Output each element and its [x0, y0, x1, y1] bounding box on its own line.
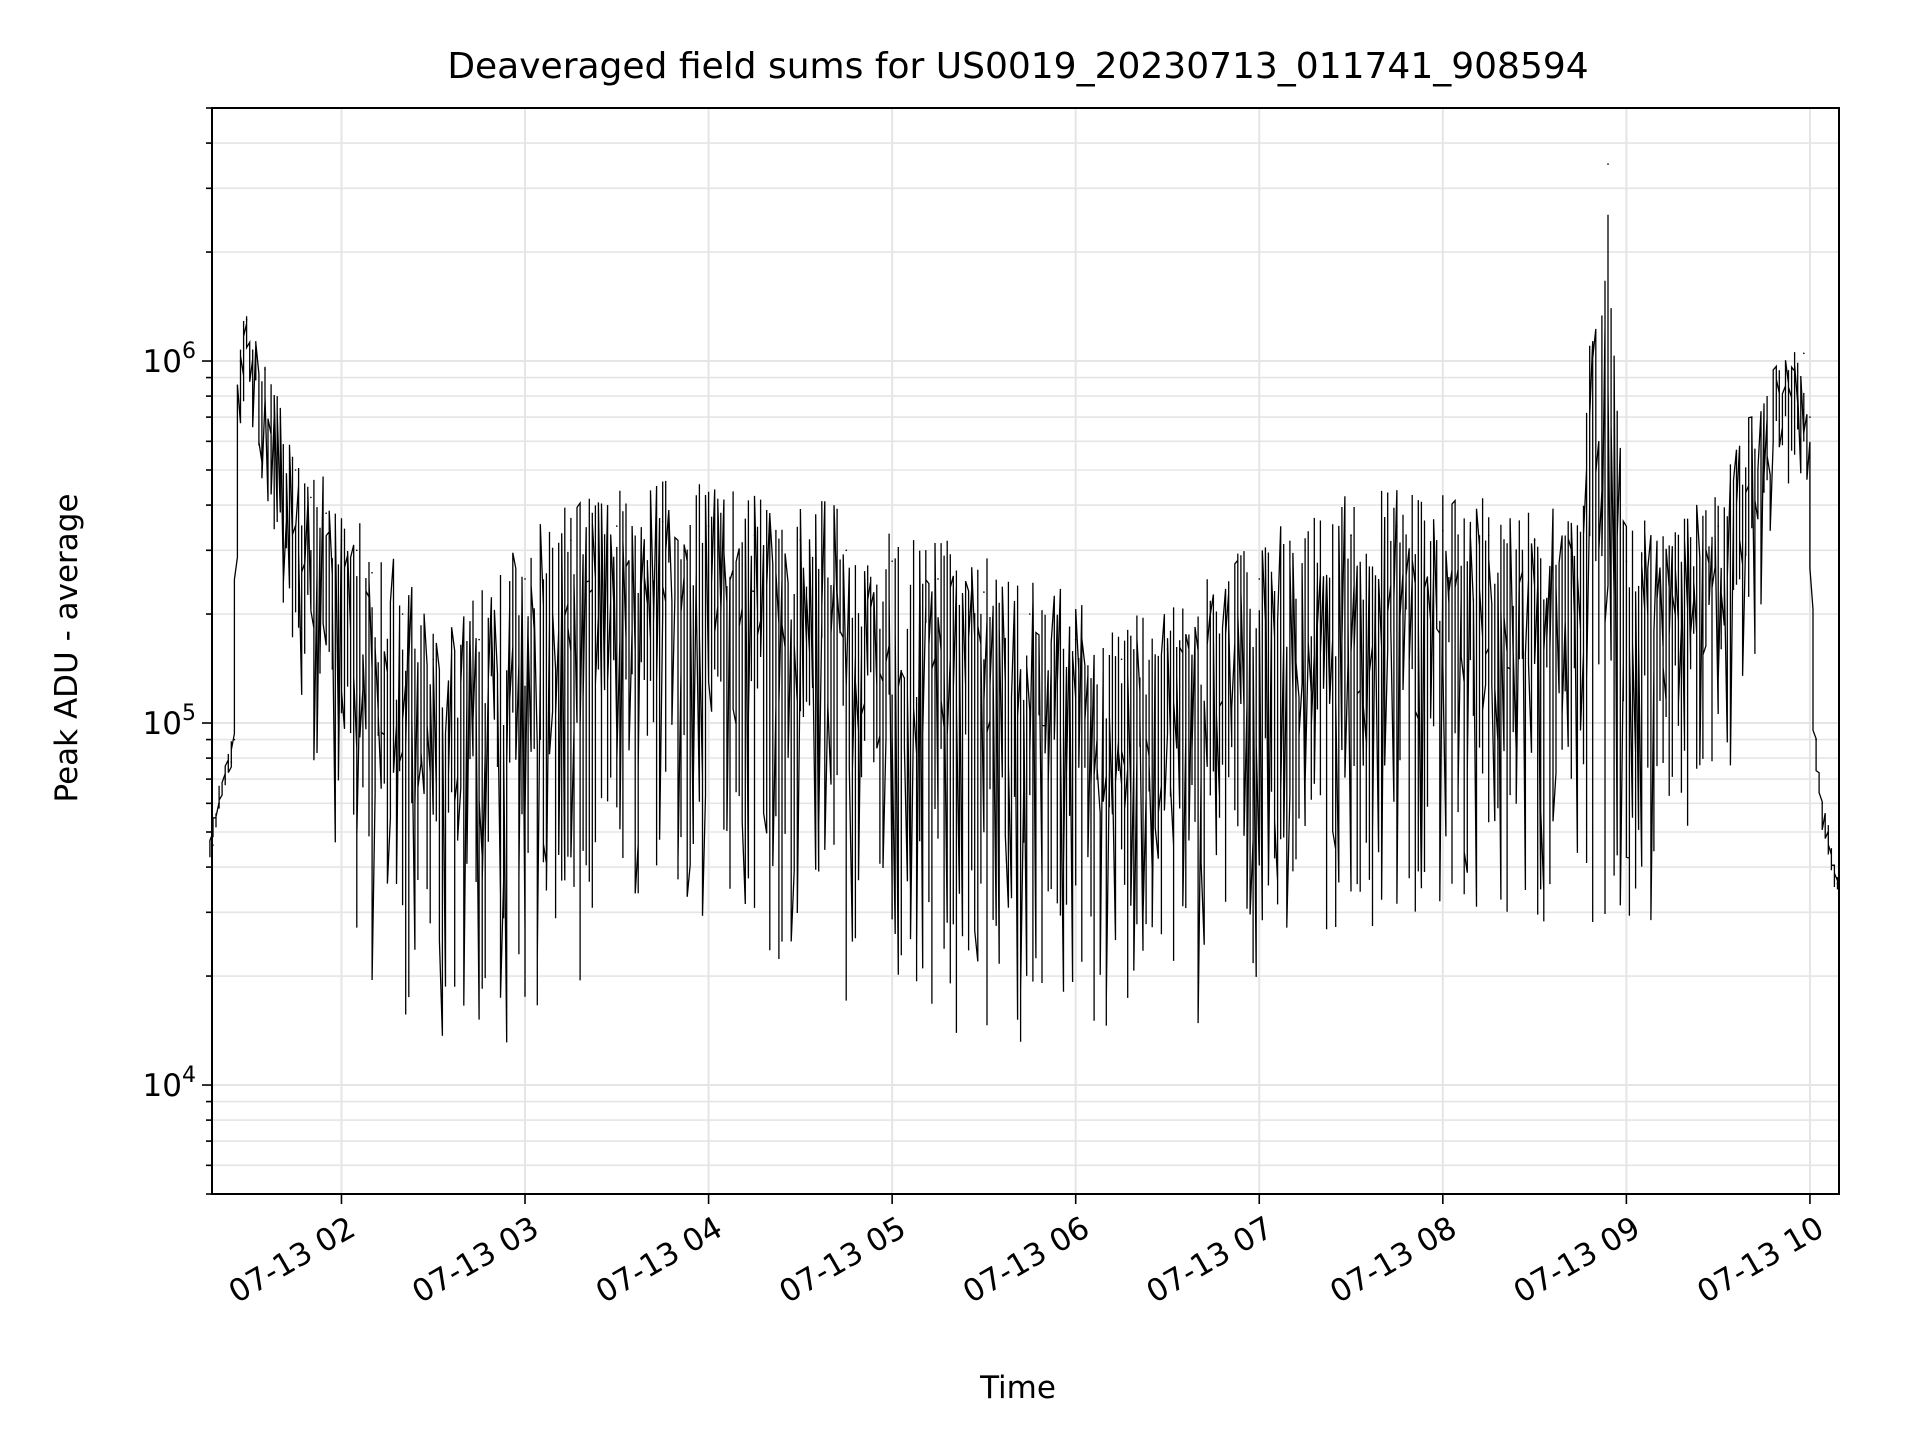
data-point [707, 525, 710, 527]
x-axis-ticks: 07-13 02 07-13 03 07-13 04 07-13 05 07-13 06… [223, 1194, 1830, 1311]
data-point [1487, 534, 1490, 537]
data-point [1258, 578, 1261, 580]
data-point [1671, 549, 1674, 552]
data-point [1166, 648, 1169, 650]
data-point [1625, 560, 1628, 562]
data-point [1827, 831, 1830, 833]
data-point [1350, 534, 1352, 537]
data-point [1803, 352, 1805, 355]
data-point [310, 496, 312, 499]
data-point [325, 512, 327, 514]
y-tick-label: 106 [143, 339, 196, 380]
chart-title: Deaveraged field sums for US0019_2023071… [447, 46, 1588, 87]
axes [211, 107, 1840, 1195]
data-point [230, 761, 233, 763]
data-point [524, 578, 526, 580]
data-layer [209, 163, 1839, 1043]
data-point [218, 802, 220, 805]
data-point [224, 778, 227, 780]
x-tick-label: 07-13 03 [406, 1210, 545, 1311]
data-point [661, 520, 664, 523]
data-point [245, 318, 248, 321]
x-tick-label: 07-13 06 [957, 1210, 1096, 1311]
grid-lines [212, 107, 1839, 1195]
data-point [432, 658, 435, 661]
data-point [891, 560, 893, 562]
data-point [478, 638, 480, 641]
x-tick-label: 07-13 02 [223, 1210, 362, 1311]
y-tick-label: 105 [143, 701, 196, 742]
data-point [264, 368, 266, 370]
x-tick-label: 07-13 04 [590, 1210, 729, 1311]
data-point [1120, 658, 1123, 661]
data-point [1778, 376, 1781, 379]
data-point [845, 549, 848, 552]
data-point [1747, 440, 1750, 443]
data-point [233, 738, 236, 741]
data-point [371, 572, 373, 574]
data-point [340, 539, 343, 541]
data-point [1074, 638, 1077, 641]
plot-frame [211, 107, 1840, 1195]
x-tick-label: 07-13 10 [1691, 1210, 1830, 1311]
data-point [1821, 802, 1823, 805]
y-tick-label: 104 [143, 1063, 196, 1104]
y-axis-label: Peak ADU - average [49, 493, 85, 802]
data-point [1442, 529, 1444, 532]
data-point [294, 469, 297, 471]
data-point [1396, 525, 1398, 527]
data-point [1304, 549, 1306, 552]
data-point [983, 591, 985, 593]
data-point [1717, 525, 1719, 527]
series-line [209, 214, 1839, 1043]
data-point [615, 525, 618, 527]
data-point [1029, 613, 1031, 615]
x-tick-label: 07-13 07 [1141, 1210, 1280, 1311]
x-tick-label: 07-13 05 [773, 1210, 912, 1311]
data-point [1815, 738, 1817, 741]
data-point [570, 539, 572, 541]
data-point [401, 613, 404, 615]
data-point [279, 416, 282, 418]
data-point [239, 360, 242, 362]
data-point [1212, 613, 1215, 615]
data-point [1579, 549, 1582, 552]
x-tick-label: 07-13 09 [1508, 1210, 1647, 1311]
y-axis-ticks: 104 105 106 [143, 107, 212, 1195]
data-point [1809, 416, 1811, 418]
data-point [799, 539, 802, 541]
data-point [355, 549, 358, 552]
x-tick-label: 07-13 08 [1324, 1210, 1463, 1311]
data-point [1836, 882, 1839, 885]
x-axis-label: Time [979, 1370, 1056, 1406]
data-point [1533, 539, 1536, 541]
data-point [1607, 163, 1609, 165]
data-point [937, 578, 939, 580]
data-point [753, 534, 756, 537]
